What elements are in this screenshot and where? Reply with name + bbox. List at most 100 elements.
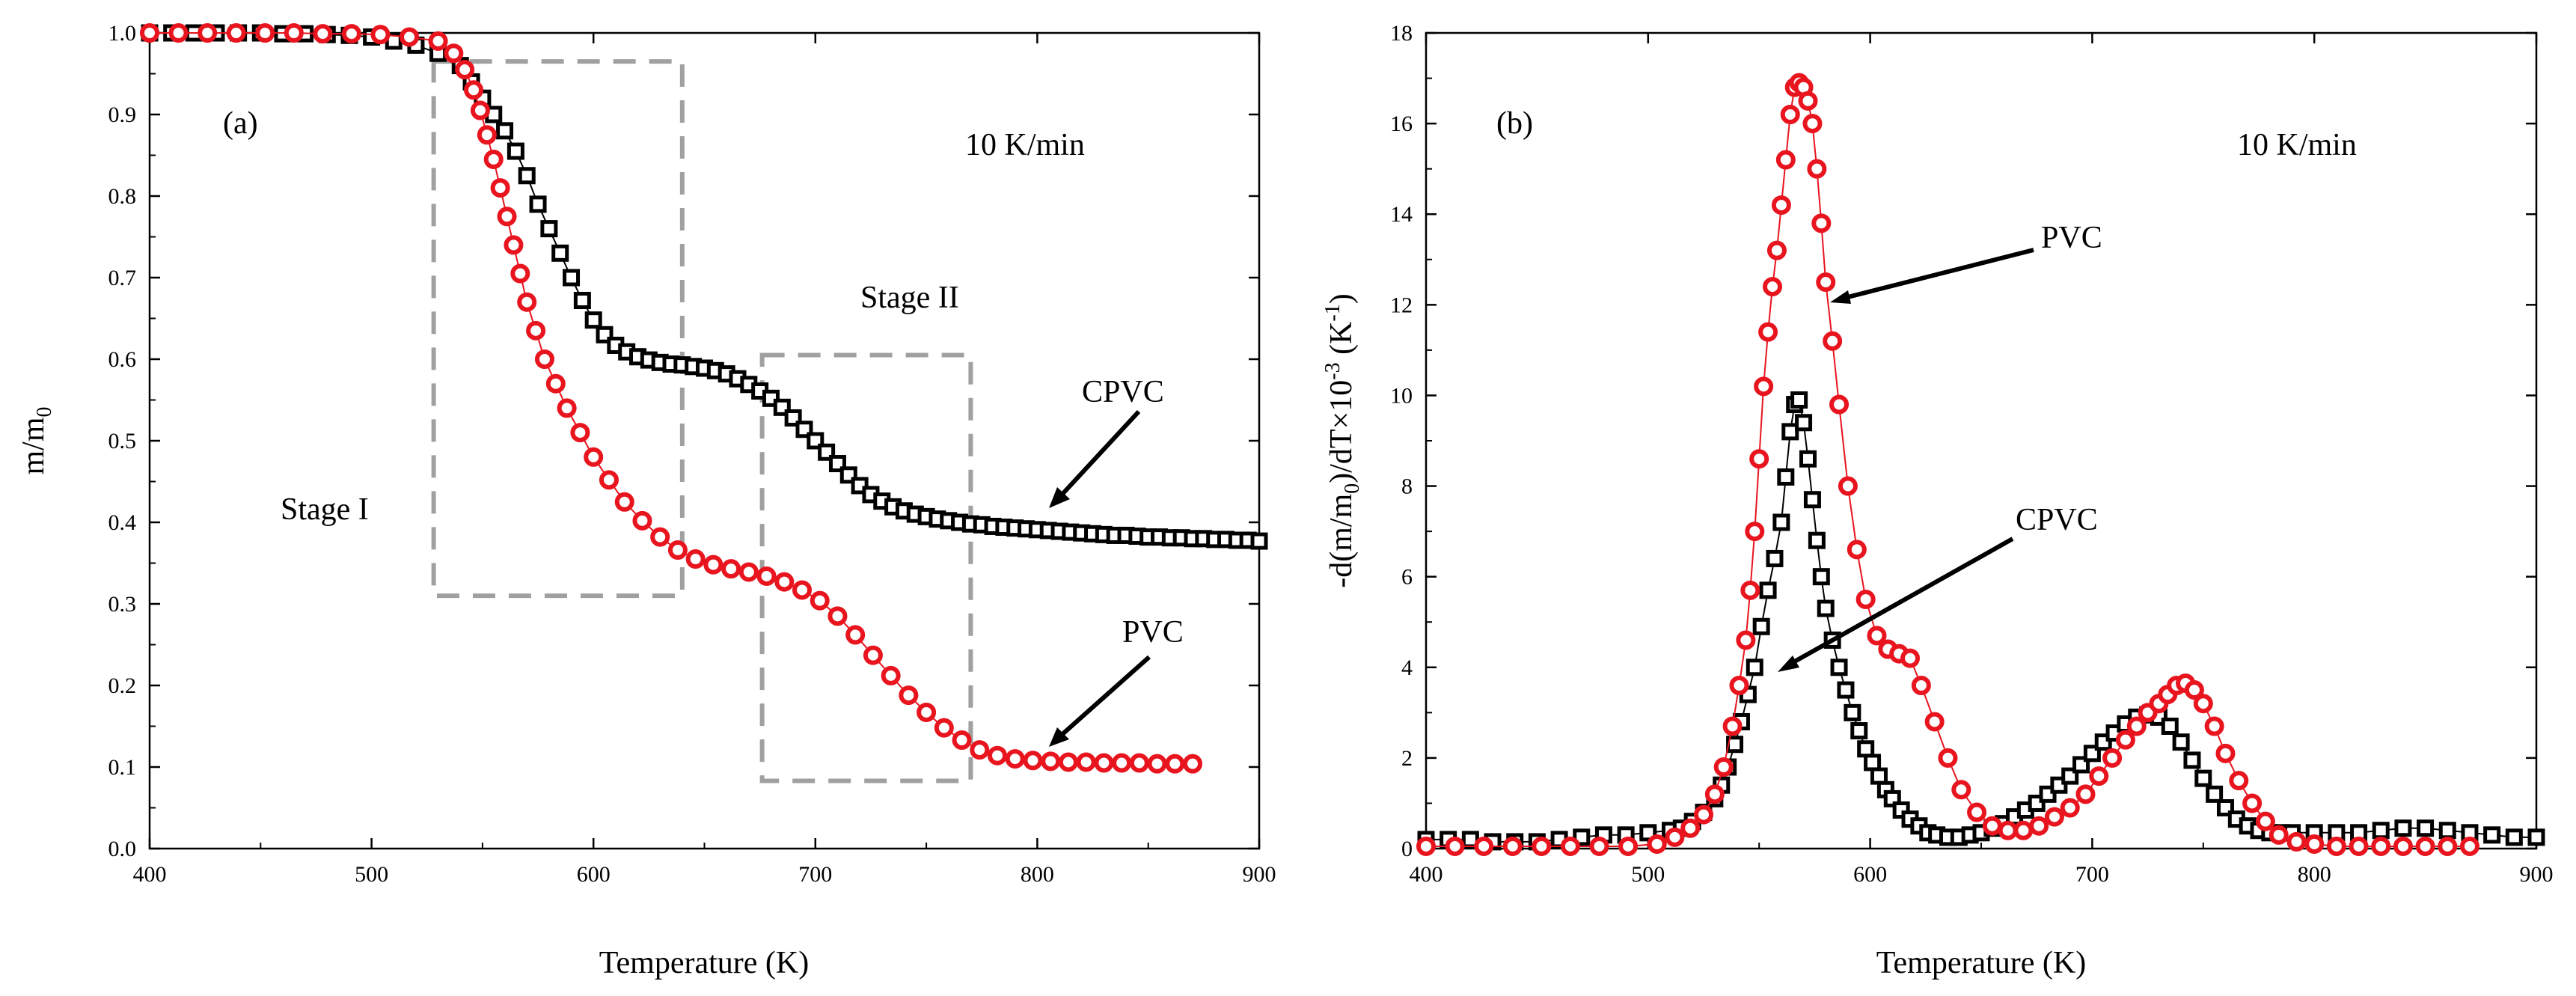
panel-a-pvc-point xyxy=(497,207,517,227)
panel-a-pvc-point xyxy=(477,125,497,145)
panel-b-cpvc-point xyxy=(1864,754,1882,772)
panel-a-pvc-point xyxy=(1147,754,1167,774)
panel-a-series-cpvc xyxy=(141,24,1268,550)
panel-b-pvc-point xyxy=(1445,836,1465,856)
panel-b-x-tick-label: 600 xyxy=(1853,862,1887,887)
panel-b-y-tick-label: 2 xyxy=(1401,746,1413,771)
panel-a-cpvc-point xyxy=(540,220,558,238)
panel-a-y-tick-label: 0.3 xyxy=(108,592,137,617)
panel-b-cpvc-point xyxy=(1837,681,1855,699)
panel-b-pvc-point xyxy=(1416,836,1436,856)
panel-b-pvc-point xyxy=(1775,150,1796,170)
panel-a-pvc-point xyxy=(703,554,723,575)
panel-b-y-tick-label: 6 xyxy=(1401,565,1413,590)
panel-a-pvc-point xyxy=(526,320,546,340)
panel-b-pvc-point xyxy=(2193,694,2213,714)
panel-b-pvc-point xyxy=(1938,748,1958,768)
panel-b-pvc-point xyxy=(1647,834,1667,854)
panel-a-cpvc-point xyxy=(551,244,569,262)
panel-b-pvc-arrow xyxy=(1838,248,2034,302)
panel-a-pvc-point xyxy=(1183,754,1203,774)
panel-b-y-tick-label: 10 xyxy=(1390,383,1413,408)
panel-a-y-axis-label: m/m0 xyxy=(16,406,56,474)
panel-a-x-tick-label: 500 xyxy=(355,862,388,887)
panel-b-cpvc-point xyxy=(1857,740,1875,758)
panel-a-y-tick-label: 0.1 xyxy=(108,755,137,780)
panel-b-cpvc-point xyxy=(2505,828,2523,846)
panel-b-cpvc-point xyxy=(2172,733,2190,751)
panel-b-cpvc-point xyxy=(1766,549,1784,567)
panel-a-pvc-point xyxy=(557,398,577,418)
panel-b-cpvc-point xyxy=(1870,767,1888,785)
panel-b-pvc-point xyxy=(2075,784,2096,804)
panel-a-pvc-point xyxy=(428,31,448,51)
panel-b-pvc-point xyxy=(2255,811,2275,831)
panel-b-pvc-point xyxy=(1474,836,1494,856)
panel-a-pvc-point xyxy=(1094,753,1114,773)
panel-b-pvc-point xyxy=(2349,836,2369,856)
panel-b-x-tick-label: 700 xyxy=(2075,862,2109,887)
panel-b-pvc-point xyxy=(2304,834,2325,854)
panel-a-cpvc-point xyxy=(1250,532,1268,550)
panel-b-y-axis-label: -d(m/m0)/dT×10-3 (K-1) xyxy=(1321,293,1364,587)
panel-a-y-tick-label: 0.7 xyxy=(108,266,137,290)
panel-b-rate-label: 10 K/min xyxy=(2237,128,2357,162)
panel-b-pvc-point xyxy=(1758,322,1778,342)
panel-b-pvc-point xyxy=(1924,712,1945,732)
panel-b-pvc-point xyxy=(1816,272,1836,293)
panel-a-pvc-point xyxy=(881,665,901,685)
panel-b-pvc-point xyxy=(1900,648,1921,668)
panel-a-ticks: 400 500 600 700 800 900 0.0 0.1 0.2 0.3 0.4 0.5 0.6 0… xyxy=(108,21,1276,887)
panel-b-pvc-point xyxy=(1754,376,1774,397)
panel-a-pvc-point xyxy=(534,349,554,369)
panel-b-pvc-arrowhead xyxy=(1830,290,1851,304)
panel-a-y-tick-label: 0.9 xyxy=(108,103,137,127)
panel-a-cpvc-point xyxy=(584,311,602,329)
panel-b-pvc-point xyxy=(1967,802,1987,822)
panel-a-pvc-point xyxy=(1076,752,1096,772)
panel-b-pvc-point xyxy=(1951,780,1971,800)
panel-a-pvc-arrow xyxy=(1053,655,1151,743)
panel-b-cpvc-point xyxy=(1808,531,1826,549)
panel-b-pvc-line xyxy=(1426,82,2470,847)
panel-b-cpvc-point xyxy=(1781,423,1799,441)
panel-a-pvc-point xyxy=(845,625,866,645)
panel-a-pvc-point xyxy=(1058,752,1078,772)
panel-a-pvc-point xyxy=(1165,754,1185,774)
panel-b-pvc-point xyxy=(2371,836,2391,856)
panel-a-cpvc-line xyxy=(150,32,1260,543)
panel-b-pvc-point xyxy=(1798,91,1818,111)
panel-a-rate-label: 10 K/min xyxy=(965,128,1085,162)
panel-a-pvc-point xyxy=(168,23,189,43)
panel-b-cpvc-line xyxy=(1426,398,2536,843)
panel-a-frame xyxy=(148,31,1261,850)
panel-a-pvc-point xyxy=(226,23,246,43)
panel-a-pvc-point xyxy=(1112,753,1132,773)
panel-a-pvc-point xyxy=(490,178,510,198)
panel-b-cpvc-label: CPVC xyxy=(2016,503,2098,537)
panel-a-pvc-point xyxy=(599,470,619,490)
panel-a-pvc-point xyxy=(810,590,830,611)
panel-a-pvc-point xyxy=(284,23,304,43)
panel-b-cpvc-point xyxy=(2527,828,2545,846)
panel-b-pvc-label: PVC xyxy=(2041,221,2102,255)
panel-b-cpvc-point xyxy=(2161,718,2179,735)
panel-a-pvc-label: PVC xyxy=(1122,615,1184,650)
panel-a-pvc-point xyxy=(255,23,275,43)
panel-a-y-tick-label: 1.0 xyxy=(108,21,137,46)
panel-a-pvc-point xyxy=(685,549,706,569)
panel-b-cpvc-point xyxy=(1795,414,1813,432)
panel-b-pvc-point xyxy=(1802,114,1823,134)
panel-a-y-tick-label: 0.4 xyxy=(108,510,137,535)
panel-b-pvc-point xyxy=(1589,836,1609,856)
panel-a-x-tick-label: 600 xyxy=(577,862,611,887)
panel-a-pvc-point xyxy=(400,27,420,47)
panel-a-pvc-point xyxy=(721,559,741,579)
panel-b-cpvc-point xyxy=(2194,769,2212,787)
panel-a-pvc-point xyxy=(792,580,813,600)
panel-b-pvc-point xyxy=(2044,807,2064,827)
panel-b-cpvc-point xyxy=(1799,450,1817,468)
panel-b-pvc-point xyxy=(1847,540,1867,560)
panel-b-pvc-point xyxy=(2229,771,2249,791)
panel-a-pvc-point xyxy=(444,43,464,64)
